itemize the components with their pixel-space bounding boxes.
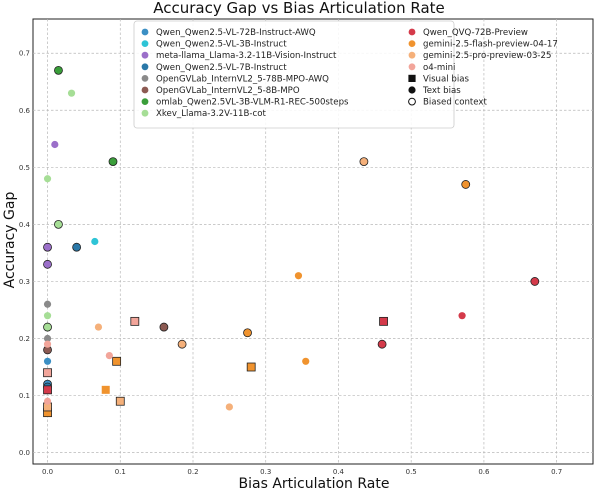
data-point-dot (43, 312, 52, 320)
y-axis-label: Accuracy Gap (2, 192, 18, 289)
legend-label: Qwen_Qwen2.5-VL-7B-Instruct (156, 63, 287, 73)
data-point-circle (159, 322, 169, 332)
data-point-dot (43, 357, 52, 365)
chart-title: Accuracy Gap vs Bias Articulation Rate (153, 0, 445, 17)
legend-swatch (141, 51, 149, 59)
legend-marker-circle (408, 86, 416, 94)
legend-label: Qwen_Qwen2.5-VL-3B-Instruct (156, 40, 287, 50)
data-point-square (112, 356, 122, 366)
legend-label: gemini-2.5-flash-preview-04-17 (423, 40, 558, 50)
data-point-square (379, 316, 388, 326)
data-point-circle (43, 242, 52, 252)
legend-label: gemini-2.5-pro-preview-03-25 (423, 51, 551, 61)
data-point-circle (43, 322, 52, 332)
data-point-dot (43, 340, 52, 348)
legend-swatch (408, 51, 416, 59)
x-tick-label: 0.1 (115, 468, 126, 476)
legend-swatch (408, 40, 416, 47)
x-tick-label: 0.3 (260, 468, 271, 476)
legend-label: o4-mini (423, 63, 455, 73)
data-point-square (130, 316, 140, 326)
data-point-circle (359, 157, 369, 167)
data-point-dot (51, 140, 59, 149)
legend-marker-square (408, 74, 416, 82)
data-point-dot (94, 323, 103, 331)
data-point-dot (458, 312, 466, 320)
y-tick-label: 0.4 (19, 221, 31, 229)
data-point-circle (177, 339, 187, 349)
data-point-circle (108, 157, 118, 167)
legend-label: Qwen_QVQ-72B-Preview (423, 28, 528, 38)
data-point-circle (72, 242, 82, 252)
y-tick-label: 0.2 (19, 335, 30, 343)
data-point-dot (105, 352, 113, 360)
x-axis-label: Bias Articulation Rate (239, 476, 390, 492)
legend-swatch (141, 86, 149, 94)
legend-label: Qwen_Qwen2.5-VL-72B-Instruct-AWQ (156, 28, 316, 38)
legend-label: meta-llama_Llama-3.2-11B-Vision-Instruct (156, 51, 337, 61)
data-point-circle (461, 180, 471, 189)
x-tick-label: 0.2 (187, 468, 198, 476)
axis-ticks: 0.0 0.1 0.2 0.3 0.4 0.5 0.6 0.7 0.0 0.1 0.2 0.3 0.4 0… (19, 50, 562, 476)
legend-swatch (141, 28, 149, 36)
data-point-circle (54, 219, 63, 229)
data-point-dot (43, 175, 52, 183)
x-tick-label: 0.6 (478, 468, 490, 476)
data-point-dot (43, 300, 52, 308)
legend-label: Text bias (422, 86, 461, 96)
legend-label: Biased context (423, 98, 488, 108)
y-tick-label: 0.7 (19, 50, 30, 58)
legend: Qwen_Qwen2.5-VL-72B-Instruct-AWQ Qwen_Qwe… (133, 20, 558, 129)
data-points (43, 65, 540, 418)
legend-swatch (141, 75, 149, 82)
x-tick-label: 0.4 (333, 468, 345, 476)
legend-marker-open-circle (408, 97, 416, 106)
data-point-circle (54, 65, 63, 75)
data-point-square (43, 385, 52, 395)
legend-swatch (141, 109, 149, 117)
y-tick-label: 0.6 (19, 107, 31, 115)
data-point-dot (67, 89, 76, 97)
legend-swatch (141, 40, 149, 47)
data-point-square (101, 385, 110, 394)
y-tick-label: 0.3 (19, 278, 30, 286)
data-point-dot (294, 272, 303, 280)
data-point-circle (377, 339, 387, 349)
data-point-circle (530, 277, 540, 286)
data-point-circle (243, 328, 252, 338)
legend-swatch (141, 98, 149, 105)
y-tick-label: 0.0 (19, 449, 30, 457)
data-point-dot (43, 334, 52, 343)
y-tick-label: 0.1 (19, 392, 30, 400)
legend-swatch (141, 63, 149, 71)
legend-label: OpenGVLab_InternVL2_5-8B-MPO (156, 86, 300, 96)
legend-swatch (408, 63, 416, 71)
data-point-circle (43, 259, 52, 269)
y-tick-label: 0.5 (19, 164, 30, 172)
x-tick-label: 0.7 (551, 468, 562, 476)
legend-box (133, 20, 455, 129)
x-tick-label: 0.0 (42, 468, 53, 476)
data-point-square (43, 368, 52, 378)
data-point-dot (43, 397, 52, 405)
data-point-square (115, 396, 125, 406)
legend-label: OpenGVLab_InternVL2_5-78B-MPO-AWQ (156, 74, 329, 84)
data-point-dot (91, 237, 99, 246)
data-point-dot (302, 357, 310, 365)
data-point-square (246, 362, 256, 372)
legend-label: Visual bias (423, 74, 469, 84)
data-point-dot (225, 403, 233, 411)
legend-swatch (408, 28, 416, 36)
legend-label: omlab_Qwen2.5VL-3B-VLM-R1-REC-500steps (156, 98, 349, 108)
x-tick-label: 0.5 (406, 468, 417, 476)
legend-label: Xkev_Llama-3.2V-11B-cot (156, 109, 266, 119)
